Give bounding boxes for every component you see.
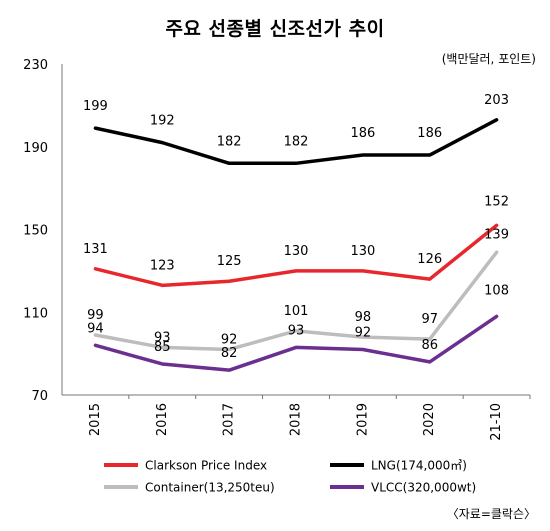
data-label: 92: [221, 332, 238, 347]
data-label: 126: [417, 252, 442, 267]
data-label: 92: [355, 325, 372, 340]
y-tick-label: 150: [23, 224, 48, 239]
series-line-1: [93, 223, 499, 288]
data-label: 139: [484, 227, 509, 242]
series-line-2: [93, 250, 499, 352]
chart-title: 주요 선종별 신조선가 추이: [165, 18, 385, 40]
data-label: 98: [355, 310, 372, 325]
data-label: 93: [288, 323, 305, 338]
y-tick-label: 70: [31, 389, 48, 404]
data-label: 97: [421, 312, 438, 327]
data-label: 192: [150, 114, 175, 129]
data-label: 99: [87, 308, 104, 323]
data-label: 82: [221, 346, 238, 361]
data-label: 182: [284, 134, 309, 149]
data-label: 152: [484, 194, 509, 209]
x-tick-label: 2015: [88, 403, 103, 436]
x-tick-label: 2018: [289, 403, 304, 436]
data-label: 108: [484, 283, 509, 298]
data-label: 101: [284, 304, 309, 319]
data-label: 130: [350, 244, 375, 259]
data-label: 125: [217, 254, 242, 269]
data-label: 85: [154, 340, 171, 355]
data-label: 182: [217, 134, 242, 149]
y-tick-label: 230: [23, 58, 48, 73]
data-label: 203: [484, 93, 509, 108]
unit-label: (백만달러, 포인트): [441, 52, 536, 66]
legend-label-1: Clarkson Price Index: [145, 459, 267, 473]
y-tick-label: 190: [23, 141, 48, 156]
data-label: 186: [417, 126, 442, 141]
source-label: 〈자료=클락슨〉: [446, 507, 536, 521]
x-tick-label: 2017: [222, 403, 237, 436]
legend-label-2: Container(13,250teu): [145, 481, 275, 495]
x-tick-label: 2016: [155, 403, 170, 436]
legend-label-0: LNG(174,000㎥): [371, 459, 467, 473]
data-label: 186: [350, 126, 375, 141]
legend-label-3: VLCC(320,000wt): [371, 481, 476, 495]
data-label: 199: [83, 99, 108, 114]
series-line-3: [93, 314, 499, 372]
x-tick-label: 2020: [422, 403, 437, 436]
x-tick-label: 21-10: [489, 403, 504, 441]
data-label: 86: [421, 338, 438, 353]
data-label: 94: [87, 321, 104, 336]
data-label: 123: [150, 258, 175, 273]
data-label: 93: [154, 330, 171, 345]
data-label: 131: [83, 242, 108, 257]
series-line-0: [93, 118, 499, 166]
data-label: 130: [284, 244, 309, 259]
x-tick-label: 2019: [355, 403, 370, 436]
y-tick-label: 110: [23, 306, 48, 321]
